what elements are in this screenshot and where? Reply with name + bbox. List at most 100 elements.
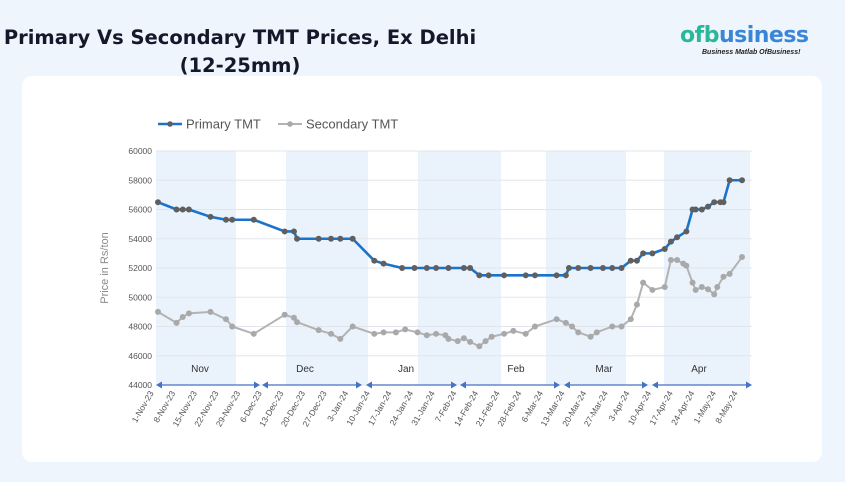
data-point xyxy=(661,245,668,252)
data-point xyxy=(667,238,674,245)
y-tick-label: 44000 xyxy=(128,380,152,390)
y-tick-label: 46000 xyxy=(128,351,152,361)
legend-marker xyxy=(167,121,173,127)
data-point xyxy=(726,177,733,184)
data-point xyxy=(482,338,489,345)
data-point xyxy=(698,206,705,213)
data-point xyxy=(661,284,668,291)
data-point xyxy=(445,265,452,271)
data-point xyxy=(531,323,538,330)
data-point xyxy=(423,265,430,271)
data-point xyxy=(179,206,186,213)
data-point xyxy=(207,308,214,315)
data-point xyxy=(640,250,647,257)
data-point xyxy=(476,343,483,350)
data-point xyxy=(433,330,440,337)
data-point xyxy=(281,228,288,235)
arrow-left-icon xyxy=(652,381,658,389)
data-point xyxy=(674,256,681,263)
arrow-right-icon xyxy=(746,381,752,389)
data-point xyxy=(349,323,356,330)
data-point xyxy=(674,234,681,241)
y-tick-label: 48000 xyxy=(128,322,152,332)
data-point xyxy=(522,330,529,337)
data-point xyxy=(633,257,640,264)
data-point xyxy=(222,216,229,223)
arrow-right-icon xyxy=(356,381,362,389)
data-point xyxy=(698,284,705,291)
data-point xyxy=(609,323,616,330)
data-point xyxy=(371,330,378,337)
ofbusiness-logo: ofbusiness Business Matlab OfBusiness! xyxy=(680,24,830,64)
data-point xyxy=(371,257,378,264)
data-point xyxy=(711,199,718,206)
y-tick-label: 58000 xyxy=(128,175,152,185)
logo-of: of xyxy=(680,23,704,48)
data-point xyxy=(667,256,674,263)
data-point xyxy=(565,265,572,271)
data-point xyxy=(328,330,335,337)
data-point xyxy=(445,335,452,342)
data-point xyxy=(562,272,569,279)
title-line-1: Primary Vs Secondary TMT Prices, Ex Delh… xyxy=(3,26,477,49)
data-point xyxy=(618,265,625,271)
data-point xyxy=(173,206,180,213)
arrow-left-icon xyxy=(564,381,570,389)
data-point xyxy=(222,316,229,323)
arrow-right-icon xyxy=(642,381,648,389)
data-point xyxy=(433,265,440,271)
arrow-right-icon xyxy=(451,381,457,389)
data-point xyxy=(294,235,301,242)
data-point xyxy=(522,272,529,279)
legend-label: Primary TMT xyxy=(186,117,261,132)
arrow-left-icon xyxy=(262,381,268,389)
data-point xyxy=(569,323,576,330)
y-tick-label: 56000 xyxy=(128,205,152,215)
data-point xyxy=(392,329,399,336)
data-point xyxy=(739,254,745,261)
data-point xyxy=(402,326,409,333)
data-point xyxy=(460,335,467,342)
arrow-left-icon xyxy=(156,381,162,389)
data-point xyxy=(692,286,699,293)
data-point xyxy=(460,265,467,271)
month-label: Mar xyxy=(595,364,613,375)
data-point xyxy=(294,319,301,326)
data-point xyxy=(575,265,582,271)
data-point xyxy=(315,235,322,242)
y-axis-label: Price in Rs/ton xyxy=(99,232,111,304)
month-label: Jan xyxy=(398,364,414,375)
data-point xyxy=(689,279,696,286)
y-tick-label: 52000 xyxy=(128,263,152,273)
data-point xyxy=(179,313,186,320)
data-point xyxy=(229,216,236,223)
data-point xyxy=(337,235,344,242)
data-point xyxy=(349,235,356,242)
data-point xyxy=(739,177,745,184)
data-point xyxy=(683,228,690,235)
data-point xyxy=(562,319,569,326)
data-point xyxy=(476,272,483,279)
data-point xyxy=(609,265,616,271)
data-point xyxy=(290,314,297,321)
data-point xyxy=(705,286,712,293)
data-point xyxy=(649,250,656,257)
data-point xyxy=(185,310,192,317)
arrow-right-icon xyxy=(554,381,560,389)
data-point xyxy=(587,333,594,340)
data-point xyxy=(155,199,161,206)
data-point xyxy=(531,272,538,279)
data-point xyxy=(627,257,634,264)
data-point xyxy=(380,329,387,336)
data-point xyxy=(328,235,335,242)
data-point xyxy=(593,329,600,336)
legend-label: Secondary TMT xyxy=(306,117,398,132)
month-label: Dec xyxy=(296,364,314,375)
data-point xyxy=(207,213,214,220)
data-point xyxy=(726,270,733,277)
chart-title: Primary Vs Secondary TMT Prices, Ex Delh… xyxy=(0,24,480,80)
data-point xyxy=(714,284,721,291)
legend-marker xyxy=(287,121,293,127)
logo-tagline: Business Matlab OfBusiness! xyxy=(702,49,801,56)
data-point xyxy=(640,279,647,286)
